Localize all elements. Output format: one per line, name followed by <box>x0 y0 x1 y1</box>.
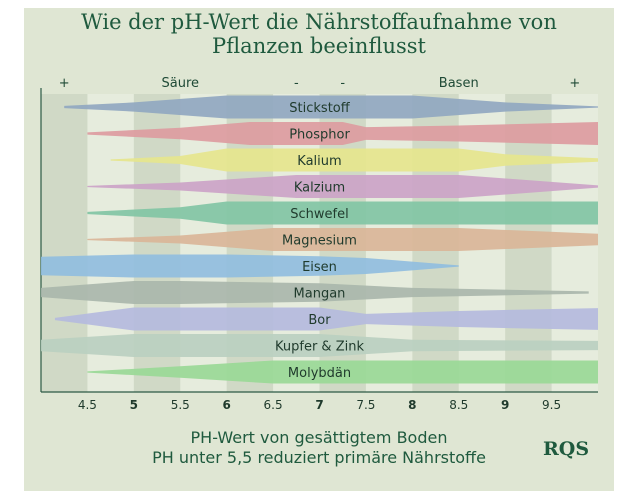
x-tick-label: 9 <box>501 398 509 412</box>
series-band <box>54 307 599 331</box>
series-band <box>41 281 589 304</box>
series-band <box>87 201 599 225</box>
series-band <box>87 360 599 384</box>
x-tick-label: 9.5 <box>542 398 561 412</box>
title-line-2: Pflanzen beeinflusst <box>212 34 426 58</box>
series-band <box>87 228 599 251</box>
top-annotation: Basen <box>439 76 479 91</box>
chart-title: Wie der pH-Wert die Nährstoffaufnahme vo… <box>24 10 614 58</box>
x-tick-label: 4.5 <box>78 398 97 412</box>
x-axis-label: PH-Wert von gesättigtem Boden <box>190 428 448 447</box>
x-tick-label: 5.5 <box>171 398 190 412</box>
x-tick-label: 7 <box>315 398 323 412</box>
top-annotation: Säure <box>161 76 199 91</box>
series-band <box>41 254 459 278</box>
top-annotation: - <box>340 76 345 91</box>
series-label: Magnesium <box>282 234 357 249</box>
x-tick-label: 6.5 <box>264 398 283 412</box>
x-tick-label: 8.5 <box>449 398 468 412</box>
series-label: Schwefel <box>290 207 348 222</box>
series-label: Kalzium <box>294 181 345 196</box>
top-annotation: - <box>294 76 299 91</box>
series-label: Bor <box>308 313 331 328</box>
x-tick-label: 6 <box>222 398 230 412</box>
title-line-1: Wie der pH-Wert die Nährstoffaufnahme vo… <box>81 10 557 34</box>
series-label: Kupfer & Zink <box>275 340 364 355</box>
series-label: Eisen <box>302 260 337 275</box>
top-annotation: + <box>569 76 580 91</box>
brand-logo: RQS <box>543 438 590 460</box>
series-band <box>41 334 598 357</box>
x-tick-label: 7.5 <box>356 398 375 412</box>
x-tick-label: 8 <box>408 398 416 412</box>
series-label: Stickstoff <box>289 101 350 116</box>
series-label: Phosphor <box>289 128 350 143</box>
series-band <box>110 148 598 172</box>
series-band <box>87 122 599 145</box>
series-band <box>64 95 599 119</box>
series-band <box>87 175 599 198</box>
series-label: Mangan <box>294 287 346 302</box>
top-annotation: + <box>59 76 70 91</box>
x-tick-label: 5 <box>130 398 138 412</box>
series-label: Molybdän <box>288 366 351 381</box>
x-axis-caption: PH-Wert von gesättigtem Boden PH unter 5… <box>24 428 614 468</box>
caption-note: PH unter 5,5 reduziert primäre Nährstoff… <box>152 448 486 467</box>
series-label: Kalium <box>297 154 341 169</box>
